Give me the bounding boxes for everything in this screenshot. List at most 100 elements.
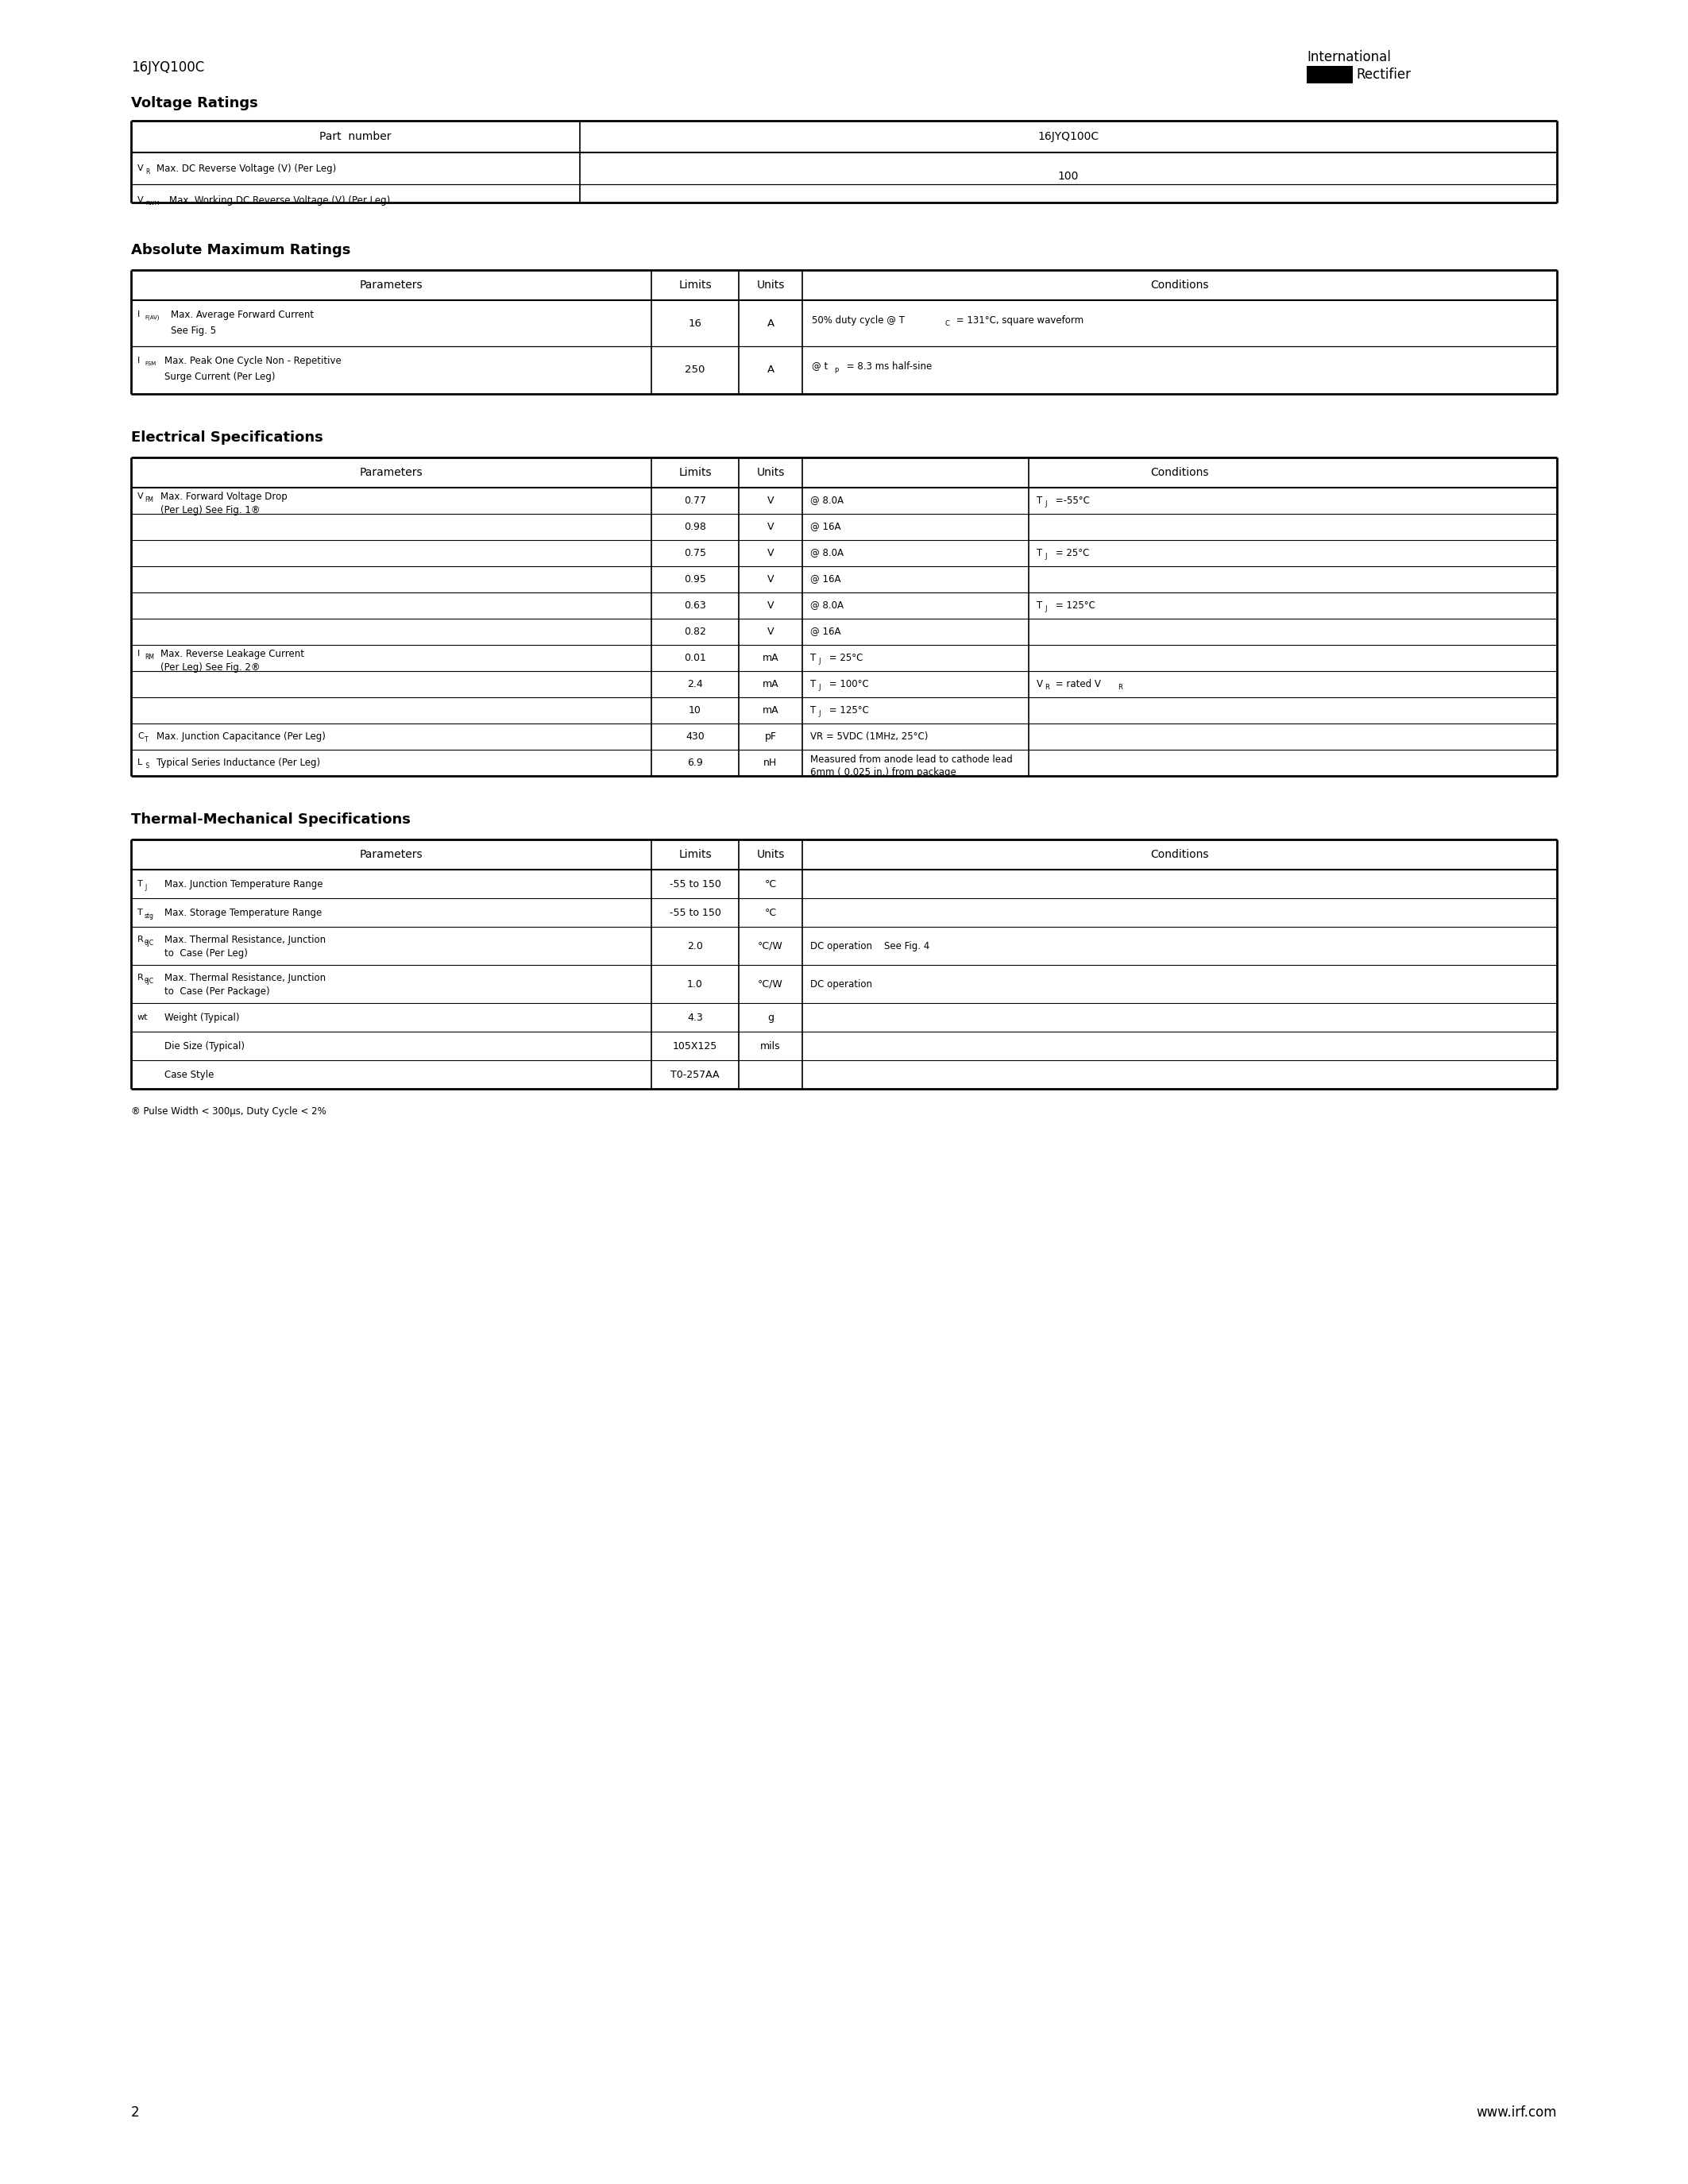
Text: V: V [137,197,143,203]
Text: 50% duty cycle @ T: 50% duty cycle @ T [812,314,905,325]
Text: F(AV): F(AV) [145,314,159,321]
Text: I: I [137,356,140,365]
Text: J: J [819,710,820,716]
Text: 105X125: 105X125 [674,1042,717,1051]
Text: (Per Leg) See Fig. 1®: (Per Leg) See Fig. 1® [160,505,260,515]
Text: Limits: Limits [679,280,712,290]
Text: to  Case (Per Leg): to Case (Per Leg) [164,948,248,959]
Text: A: A [766,365,775,373]
Text: J: J [1045,605,1047,612]
Text: -55 to 150: -55 to 150 [668,878,721,889]
Text: R: R [1117,684,1123,690]
Text: A: A [766,319,775,328]
Text: stg: stg [145,913,154,919]
Text: Units: Units [756,850,785,860]
Text: @ 8.0A: @ 8.0A [810,548,844,557]
Text: ® Pulse Width < 300μs, Duty Cycle < 2%: ® Pulse Width < 300μs, Duty Cycle < 2% [132,1105,326,1116]
Text: θJC: θJC [145,939,154,946]
Text: www.irf.com: www.irf.com [1477,2105,1556,2121]
Text: DC operation: DC operation [810,978,873,989]
Text: 6mm ( 0.025 in.) from package: 6mm ( 0.025 in.) from package [810,767,955,778]
Text: (Per Leg) See Fig. 2®: (Per Leg) See Fig. 2® [160,662,260,673]
Text: Case Style: Case Style [164,1070,214,1079]
Text: 0.63: 0.63 [684,601,706,609]
Text: R: R [137,974,143,981]
Text: 2.4: 2.4 [687,679,702,688]
Text: C: C [137,732,143,740]
Text: Max. Thermal Resistance, Junction: Max. Thermal Resistance, Junction [164,935,326,946]
Text: Thermal-Mechanical Specifications: Thermal-Mechanical Specifications [132,812,410,828]
Text: Surge Current (Per Leg): Surge Current (Per Leg) [164,371,275,382]
Text: V: V [766,496,773,505]
Text: Max. Peak One Cycle Non - Repetitive: Max. Peak One Cycle Non - Repetitive [164,356,341,365]
Text: 0.82: 0.82 [684,627,706,636]
Text: Rectifier: Rectifier [1355,68,1411,81]
Text: J: J [1045,500,1047,507]
Text: Max. Reverse Leakage Current: Max. Reverse Leakage Current [160,649,304,660]
Text: mils: mils [760,1042,780,1051]
Text: Electrical Specifications: Electrical Specifications [132,430,322,446]
Text: Parameters: Parameters [360,280,422,290]
Text: Voltage Ratings: Voltage Ratings [132,96,258,111]
Text: See Fig. 5: See Fig. 5 [170,325,216,336]
Text: °C/W: °C/W [758,978,783,989]
Text: L: L [137,758,142,767]
Text: = rated V: = rated V [1053,679,1101,688]
Text: R: R [137,935,143,943]
Text: V: V [766,574,773,583]
Text: IØR: IØR [1310,68,1334,81]
Text: mA: mA [763,679,778,688]
Text: @ 16A: @ 16A [810,522,841,531]
Text: Max. Junction Capacitance (Per Leg): Max. Junction Capacitance (Per Leg) [157,732,326,740]
Text: J: J [145,885,147,891]
Text: T: T [810,679,815,688]
Text: V: V [137,164,143,173]
Text: Max. DC Reverse Voltage (V) (Per Leg): Max. DC Reverse Voltage (V) (Per Leg) [157,164,336,173]
Text: RM: RM [145,653,154,660]
Text: 16: 16 [689,319,702,328]
Text: = 25°C: = 25°C [1053,548,1089,557]
Text: Conditions: Conditions [1151,850,1209,860]
Text: mA: mA [763,705,778,714]
Text: J: J [819,657,820,664]
Text: °C: °C [765,878,776,889]
Text: Max. Average Forward Current: Max. Average Forward Current [170,310,314,319]
Text: °C/W: °C/W [758,941,783,950]
Text: θJC: θJC [145,976,154,985]
Text: = 125°C: = 125°C [1053,601,1096,609]
Text: 2.0: 2.0 [687,941,702,950]
Text: T: T [1036,496,1043,505]
Text: Max. Storage Temperature Range: Max. Storage Temperature Range [164,906,322,917]
Text: Max. Thermal Resistance, Junction: Max. Thermal Resistance, Junction [164,972,326,983]
Text: R: R [1045,684,1050,690]
Text: @ 16A: @ 16A [810,627,841,636]
Text: Parameters: Parameters [360,467,422,478]
Text: 2: 2 [132,2105,140,2121]
Text: I: I [137,649,140,657]
Text: FSM: FSM [145,360,155,367]
Text: g: g [768,1011,773,1022]
Text: 10: 10 [689,705,702,714]
Text: = 125°C: = 125°C [825,705,869,714]
Text: Units: Units [756,467,785,478]
Text: p: p [834,365,839,373]
Text: 6.9: 6.9 [687,758,702,767]
Text: International: International [1307,50,1391,63]
Text: T: T [137,880,143,889]
Text: Units: Units [756,280,785,290]
Text: mA: mA [763,653,778,662]
Text: = 131°C, square waveform: = 131°C, square waveform [954,314,1084,325]
Text: 4.3: 4.3 [687,1011,702,1022]
Text: °C: °C [765,906,776,917]
Text: Max. Working DC Reverse Voltage (V) (Per Leg): Max. Working DC Reverse Voltage (V) (Per… [169,194,390,205]
Text: V: V [766,601,773,609]
Text: 16JYQ100C: 16JYQ100C [1038,131,1099,142]
Text: Max. Forward Voltage Drop: Max. Forward Voltage Drop [160,491,287,502]
Text: FM: FM [145,496,154,502]
Text: DC operation    See Fig. 4: DC operation See Fig. 4 [810,941,930,950]
Text: R: R [145,168,150,175]
Text: J: J [1045,553,1047,559]
Text: T0-257AA: T0-257AA [670,1070,719,1079]
Text: T: T [1036,601,1043,609]
Text: V: V [766,522,773,531]
